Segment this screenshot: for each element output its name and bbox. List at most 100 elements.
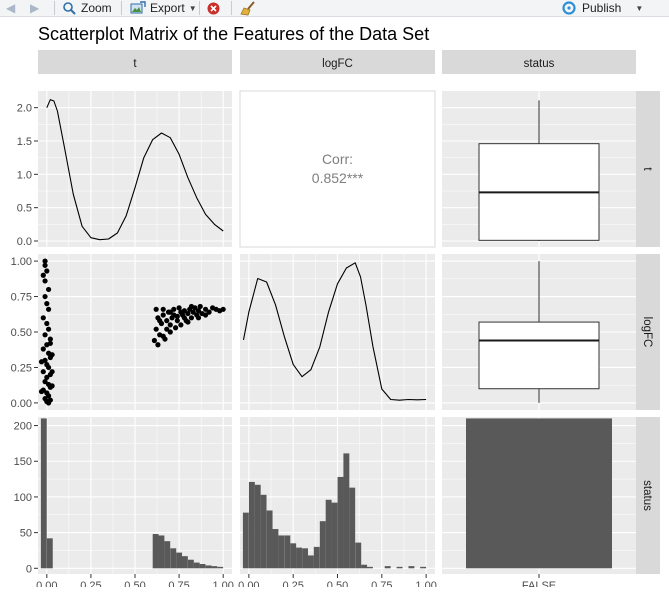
scatter-points — [38, 258, 226, 406]
histogram-bar — [152, 534, 159, 569]
y-tick-label: 0.25 — [11, 362, 32, 374]
scatter-point — [172, 325, 179, 331]
x-tick-label: 0.00 — [36, 580, 57, 587]
scatter-point — [49, 383, 55, 389]
toolbar-divider — [231, 1, 232, 15]
y-tick-label: 0.75 — [11, 292, 32, 304]
histogram-bar — [296, 547, 302, 569]
scatter-point — [155, 342, 161, 348]
histogram-logFC — [242, 453, 427, 569]
scatter-point — [178, 322, 184, 328]
scatter-point — [38, 359, 45, 365]
scatter-point — [44, 374, 50, 380]
chart-title: Scatterplot Matrix of the Features of th… — [38, 24, 429, 44]
x-tick-label: 0.25 — [282, 580, 303, 587]
scatter-point — [185, 310, 191, 317]
toolbar-divider — [54, 1, 55, 15]
histogram-bar — [349, 487, 356, 569]
x-tick-label: 0.50 — [124, 580, 145, 587]
scatter-point — [44, 320, 50, 327]
publish-label: Publish — [582, 1, 622, 15]
scatter-point — [190, 309, 196, 315]
y-tick-label: 100 — [14, 492, 32, 504]
density-line-t — [46, 99, 224, 241]
scatter-point — [157, 318, 163, 324]
scatter-point — [188, 315, 195, 321]
histogram-bar — [170, 548, 177, 569]
histogram-bar — [366, 566, 373, 569]
histogram-bar — [331, 502, 338, 569]
scatter-point — [42, 278, 48, 284]
strip-top-logFC — [240, 50, 435, 74]
panel-grid — [240, 254, 435, 410]
histogram-bar — [384, 566, 391, 569]
scatter-point — [160, 306, 166, 312]
panel-t-logFC — [239, 90, 436, 248]
export-label: Export — [150, 1, 185, 15]
publish-button[interactable]: Publish ▼ — [561, 0, 643, 16]
histogram-bar — [343, 453, 350, 569]
scatter-point — [42, 379, 48, 385]
scatter-point — [195, 308, 202, 314]
remove-plot-button[interactable] — [207, 0, 220, 16]
histogram-bar — [284, 535, 291, 569]
clear-all-button[interactable] — [240, 0, 256, 16]
strip-label-logFC: logFC — [322, 58, 353, 70]
histogram-bar — [355, 542, 362, 569]
histogram-bar — [40, 418, 47, 569]
strip-label-status: status — [524, 58, 555, 70]
y-tick-label: 0 — [26, 563, 32, 575]
broom-icon — [240, 0, 255, 15]
histogram-bar — [205, 565, 212, 569]
histogram-bar — [164, 541, 171, 569]
export-button[interactable]: Export ▼ — [130, 0, 197, 16]
scatter-point — [40, 272, 46, 278]
y-tick-label: 0.0 — [17, 236, 32, 248]
scatter-point — [185, 319, 191, 325]
scatter-point — [42, 258, 48, 264]
toolbar-divider — [199, 1, 200, 15]
strip-label-row-logFC: logFC — [641, 317, 653, 348]
x-tick-label: 1.00 — [415, 580, 436, 587]
scatter-point — [160, 312, 166, 318]
scatter-point — [153, 326, 159, 332]
strip-top-status — [442, 50, 636, 74]
arrow-right-icon: ▶ — [30, 1, 40, 15]
scatter-point — [40, 346, 46, 352]
scatter-point — [45, 326, 52, 332]
back-button[interactable]: ◀ — [6, 0, 15, 16]
panel-grid — [38, 417, 232, 574]
histogram-bar — [396, 566, 403, 569]
scatter-point — [44, 301, 50, 307]
scatter-point — [167, 329, 173, 335]
zoom-button[interactable]: Zoom — [62, 0, 112, 16]
scatter-point — [151, 337, 157, 344]
scatter-point — [176, 305, 182, 311]
y-tick-label: 150 — [14, 456, 32, 468]
bar-status-false — [466, 418, 612, 569]
histogram-bar — [313, 546, 320, 569]
histogram-bar — [242, 512, 249, 569]
histogram-bar — [290, 543, 297, 569]
zoom-label: Zoom — [81, 1, 112, 15]
scatter-point — [42, 262, 48, 268]
scatter-point — [181, 315, 187, 321]
scatter-point — [45, 306, 52, 312]
scatter-point — [45, 364, 52, 371]
y-tick-label: 0.50 — [11, 327, 32, 339]
chevron-down-icon: ▼ — [635, 3, 644, 13]
histogram-bar — [420, 566, 427, 569]
scatter-point — [167, 322, 173, 328]
histogram-bar — [337, 476, 344, 569]
strip-label-row-status: status — [641, 480, 653, 511]
x-tick-label: 1.00 — [212, 580, 233, 587]
histogram-bar — [217, 566, 224, 569]
scatterplot-matrix: Scatterplot Matrix of the Features of th… — [11, 24, 660, 592]
boxplot-box — [478, 321, 600, 390]
scatter-point — [160, 333, 166, 339]
forward-button[interactable]: ▶ — [30, 0, 39, 16]
scatter-point — [188, 303, 195, 310]
strip-right-logFC — [636, 254, 660, 410]
x-tick-label: 0.00 — [238, 580, 259, 587]
scatter-point — [206, 309, 212, 315]
